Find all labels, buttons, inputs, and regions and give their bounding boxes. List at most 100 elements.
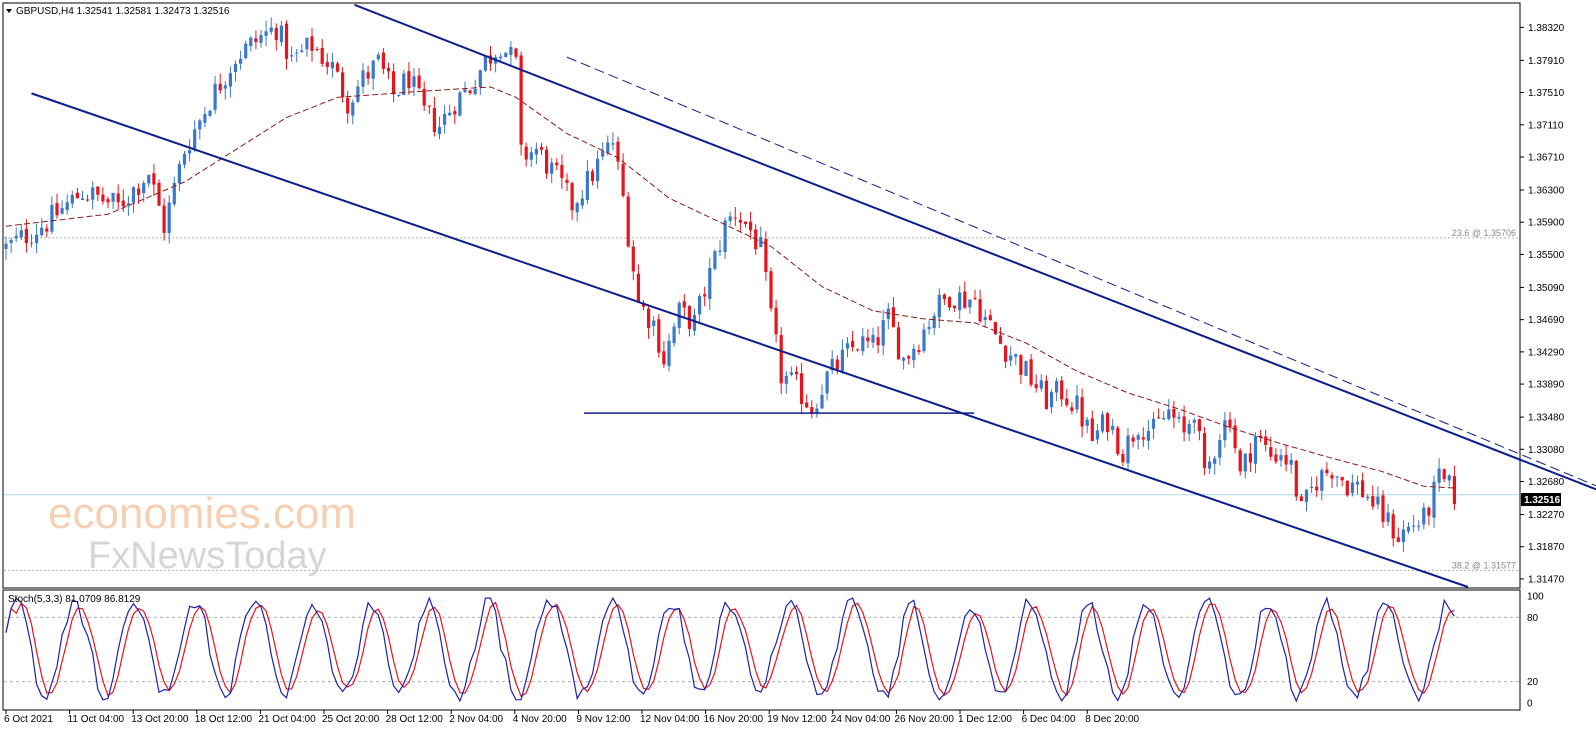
candle-body xyxy=(1371,496,1374,506)
candle-body xyxy=(117,193,120,202)
candle-body xyxy=(657,319,660,352)
candle-body xyxy=(938,295,941,318)
candle-body xyxy=(897,327,900,359)
candle-body xyxy=(1035,384,1038,388)
candle xyxy=(994,322,997,335)
candle-body xyxy=(509,47,512,55)
candle-body xyxy=(382,53,385,69)
candle-body xyxy=(428,106,431,107)
candle-body xyxy=(91,187,94,199)
candle-body xyxy=(61,208,64,213)
candle-body xyxy=(601,151,604,157)
candle-body xyxy=(550,163,553,174)
candle-body xyxy=(285,24,288,59)
candle-body xyxy=(1305,490,1308,502)
candle-body xyxy=(953,306,956,309)
candle-body xyxy=(1106,413,1109,432)
candle-body xyxy=(1014,354,1017,357)
candle-body xyxy=(968,300,971,308)
candle-body xyxy=(198,120,201,129)
y-tick-label: 1.33080 xyxy=(1528,445,1565,456)
candle-body xyxy=(1188,424,1191,434)
candle-body xyxy=(1351,483,1354,493)
candle-body xyxy=(729,216,732,221)
candle-body xyxy=(652,321,655,326)
candle-body xyxy=(387,68,390,71)
candle-body xyxy=(96,186,99,194)
candle-body xyxy=(71,195,74,204)
candle-body xyxy=(132,187,135,202)
candle-body xyxy=(321,48,324,64)
candle-body xyxy=(1310,487,1313,488)
candle-body xyxy=(76,193,79,198)
candle-body xyxy=(790,372,793,374)
candle-body xyxy=(545,150,548,174)
y-tick-label: 1.37510 xyxy=(1528,88,1565,99)
candle-body xyxy=(708,268,711,299)
candle-body xyxy=(683,301,686,307)
candle-body xyxy=(724,221,727,252)
candle-body xyxy=(157,183,160,206)
candle-body xyxy=(316,49,319,50)
candle-body xyxy=(341,72,344,97)
candle-body xyxy=(1157,417,1160,418)
candle-body xyxy=(514,49,517,57)
candle-body xyxy=(1228,420,1231,428)
candle-body xyxy=(351,102,354,115)
candle-body xyxy=(86,199,89,200)
candle-body xyxy=(703,294,706,296)
stoch-axis-label: 100 xyxy=(1527,592,1544,603)
candle-body xyxy=(1111,426,1114,430)
candle-body xyxy=(1019,355,1022,375)
candle-body xyxy=(856,349,859,350)
candle-body xyxy=(994,322,997,334)
candle-body xyxy=(560,165,563,178)
candle-body xyxy=(1320,470,1323,491)
candle-body xyxy=(244,44,247,58)
candle-body xyxy=(739,220,742,223)
y-tick-label: 1.36300 xyxy=(1528,186,1565,197)
candle-body xyxy=(1346,481,1349,495)
candle-body xyxy=(734,218,737,219)
x-tick-label: 6 Dec 04:00 xyxy=(1022,714,1076,725)
candle-body xyxy=(239,59,242,64)
candle-body xyxy=(1422,508,1425,525)
x-tick-label: 2 Nov 04:00 xyxy=(449,714,503,725)
candle-body xyxy=(871,335,874,343)
candle-body xyxy=(1096,430,1099,439)
candle-body xyxy=(433,108,436,132)
candle-body xyxy=(1330,475,1333,478)
candle-body xyxy=(1427,508,1430,516)
candle xyxy=(657,314,660,357)
candle-body xyxy=(999,335,1002,343)
candle-body xyxy=(224,85,227,88)
candle-body xyxy=(861,336,864,351)
candle-body xyxy=(453,111,456,114)
candle-body xyxy=(55,203,58,215)
candle-body xyxy=(15,236,18,238)
candle-body xyxy=(958,292,961,310)
candle-body xyxy=(1132,438,1135,442)
candle-body xyxy=(1040,380,1043,388)
y-tick-label: 1.31470 xyxy=(1528,574,1565,585)
candle-body xyxy=(35,235,38,243)
x-tick-label: 18 Oct 12:00 xyxy=(195,714,253,725)
watermark-economies: economies.com xyxy=(48,489,356,538)
candle-body xyxy=(4,244,7,249)
current-price-tag: 1.32516 xyxy=(1524,495,1561,506)
candle-body xyxy=(866,337,869,341)
candle-body xyxy=(1438,469,1441,483)
candle-body xyxy=(1126,435,1129,463)
candle-body xyxy=(933,316,936,328)
candle-body xyxy=(826,372,829,394)
candle-body xyxy=(1269,447,1272,457)
candle-body xyxy=(1376,497,1379,505)
candle-body xyxy=(331,62,334,68)
x-tick-label: 12 Nov 04:00 xyxy=(640,714,700,725)
candle-body xyxy=(979,299,982,321)
candle-body xyxy=(1213,458,1216,463)
candle-body xyxy=(627,196,630,246)
candle-body xyxy=(973,298,976,299)
